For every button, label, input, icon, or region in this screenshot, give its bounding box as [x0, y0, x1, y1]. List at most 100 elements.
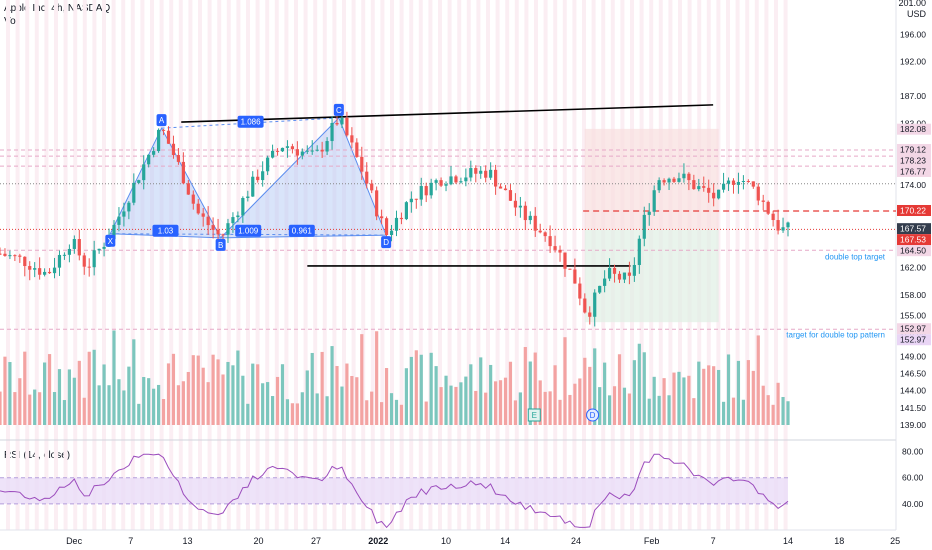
volume-bar [751, 370, 755, 425]
volume-bar [365, 400, 369, 425]
session-stripe [274, 0, 279, 530]
ratio-text: 1.086 [241, 118, 262, 127]
candle-body [280, 147, 285, 152]
volume-bar [687, 375, 691, 425]
candle-body [399, 217, 404, 220]
candle-body [117, 216, 121, 225]
volume-bar [211, 354, 215, 425]
volume-bar [692, 398, 696, 425]
volume-bar [57, 369, 62, 425]
volume-bar [285, 399, 290, 425]
session-stripe [159, 0, 164, 530]
candle-body [493, 169, 498, 187]
session-stripe [6, 0, 10, 530]
candle-body [677, 178, 681, 182]
volume-bar [543, 391, 547, 425]
candle-body [498, 186, 503, 189]
price-label-box [897, 123, 931, 135]
candle-body [449, 176, 453, 185]
volume-bar [459, 382, 463, 425]
candle-body [38, 268, 42, 275]
volume-bar [528, 361, 532, 425]
candle-body [206, 216, 210, 226]
price-tick: 155.00 [900, 310, 926, 320]
rsi-tick: 80.00 [902, 447, 924, 457]
candle-body [315, 149, 319, 151]
candle-body [231, 217, 235, 224]
ratio-text: 0.961 [292, 227, 313, 236]
price-label-text: 182.08 [900, 124, 926, 134]
volume-bar [340, 386, 344, 425]
volume-bar [707, 365, 711, 425]
price-label-text: 170.22 [900, 205, 926, 215]
session-stripe [332, 0, 337, 530]
price-label-text: 152.97 [900, 335, 926, 345]
volume-bar [399, 404, 404, 425]
session-stripe [457, 0, 462, 530]
candle-body [558, 249, 562, 253]
volume-bar [256, 364, 260, 425]
candle-body [13, 255, 17, 257]
time-tick: 7 [128, 536, 133, 546]
candle-body [707, 187, 711, 193]
session-stripe [198, 0, 202, 530]
earnings-marker [527, 408, 541, 422]
candle-body [409, 198, 413, 203]
volume-bar [350, 376, 354, 425]
price-label-text: 167.57 [900, 224, 926, 234]
candle-body [766, 201, 770, 214]
candle-body [429, 182, 433, 196]
candle-body [127, 202, 131, 212]
candle-body [221, 234, 225, 236]
candle-body [285, 146, 290, 148]
session-stripe [466, 0, 471, 530]
volume-bar [206, 382, 210, 425]
candle-body [627, 272, 632, 276]
volume-bar [394, 399, 399, 425]
candle-body [702, 186, 706, 188]
session-stripe [294, 0, 298, 530]
volume-bar [533, 352, 537, 425]
volume-bar [191, 355, 195, 425]
volume-bar [642, 352, 646, 425]
price-label-box [897, 245, 931, 257]
volume-bar [434, 366, 438, 425]
candle-body [414, 198, 418, 200]
candle-body [434, 180, 438, 183]
volume-bar [578, 378, 582, 425]
candle-body [305, 150, 309, 152]
candle-body [731, 180, 736, 185]
candle-body [647, 211, 651, 215]
volume-bar [107, 385, 111, 425]
volume-bar [682, 377, 686, 425]
candle-body [191, 194, 195, 204]
volume-bar [221, 374, 225, 425]
candle-body [533, 215, 537, 231]
volume-bar [424, 401, 428, 425]
candle-body [261, 171, 265, 181]
price-tick: 158.00 [900, 290, 926, 300]
volume-bar [474, 390, 478, 425]
candle-body [687, 173, 691, 181]
volume-bar [310, 352, 314, 425]
candle-body [241, 197, 245, 216]
candle-body [394, 217, 399, 231]
volume-bar [13, 392, 17, 425]
time-tick: 14 [783, 536, 793, 546]
candle-body [365, 171, 369, 184]
ratio-badge [152, 224, 179, 237]
candle-body [721, 183, 726, 190]
ratio-badge [288, 224, 315, 237]
volume-bar [593, 348, 597, 425]
volume-bar [454, 386, 458, 425]
candle-body [439, 180, 443, 186]
ratio-text: 1.03 [158, 227, 174, 236]
price-tick: 149.00 [900, 351, 926, 361]
volume-bar [404, 368, 408, 425]
session-stripe [534, 0, 538, 530]
candle-body [513, 200, 518, 208]
volume-bar [677, 371, 681, 425]
volume-bar [201, 367, 205, 425]
volume-bar [226, 361, 230, 425]
